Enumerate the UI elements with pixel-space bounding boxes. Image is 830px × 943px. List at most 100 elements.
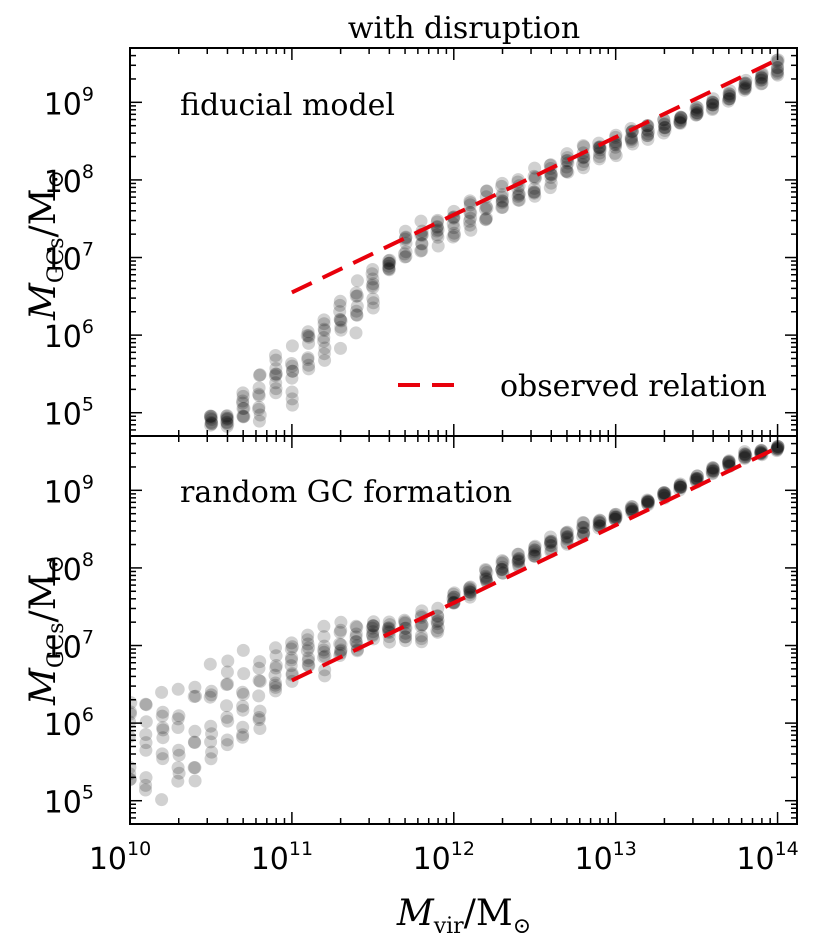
scatter-point <box>252 400 266 414</box>
scatter-point <box>383 635 396 649</box>
scatter-point <box>302 641 316 655</box>
scatter-point <box>269 353 283 367</box>
scatter-point <box>349 619 363 633</box>
scatter-point <box>544 530 557 544</box>
y-tick-label: 106 <box>44 316 94 355</box>
scatter-point <box>528 161 542 175</box>
scatter-point <box>188 761 202 775</box>
scatter-point <box>365 621 379 635</box>
scatter-point <box>527 181 541 195</box>
scatter-point <box>511 193 525 207</box>
scatter-point <box>285 651 299 665</box>
scatter-point <box>706 461 719 475</box>
scatter-point <box>189 689 202 703</box>
scatter-point <box>130 707 137 721</box>
y-tick-label: 109 <box>44 83 94 122</box>
scatter-point <box>673 478 687 492</box>
scatter-point <box>204 415 218 429</box>
scatter-point <box>641 129 654 143</box>
annotation-fiducial-model: fiducial model <box>180 88 395 123</box>
scatter-point <box>464 223 478 237</box>
scatter-point <box>658 120 672 134</box>
scatter-point <box>252 711 266 724</box>
scatter-point <box>399 630 412 644</box>
scatter-point <box>333 313 347 327</box>
scatter-point <box>479 199 493 213</box>
scatter-point <box>333 294 347 308</box>
scatter-point <box>689 471 703 485</box>
scatter-point <box>561 165 575 179</box>
scatter-point <box>706 101 720 115</box>
scatter-point <box>399 626 412 640</box>
scatter-point <box>334 323 348 337</box>
scatter-point <box>252 674 266 687</box>
scatter-point <box>577 526 590 540</box>
scatter-point <box>754 77 768 91</box>
scatter-point <box>269 382 283 396</box>
y-axis-label-top: MGCs/M⊙ <box>23 170 69 321</box>
scatter-point <box>641 127 655 141</box>
scatter-point <box>640 495 654 509</box>
scatter-point <box>237 409 251 423</box>
scatter-point <box>690 103 704 117</box>
scatter-point <box>738 76 752 90</box>
scatter-point <box>608 140 622 154</box>
scatter-point <box>673 480 687 494</box>
scatter-point <box>302 651 315 665</box>
scatter-point <box>205 413 218 426</box>
scatter-point <box>236 720 250 734</box>
scatter-point <box>480 184 494 198</box>
scatter-point <box>512 188 526 202</box>
scatter-point <box>527 549 541 563</box>
scatter-point <box>382 254 396 268</box>
scatter-point <box>608 513 622 526</box>
scatter-point <box>608 512 622 526</box>
scatter-point <box>236 402 250 415</box>
scatter-point <box>738 450 752 464</box>
scatter-point <box>528 549 542 563</box>
scatter-point <box>706 461 720 475</box>
scatter-point <box>139 728 153 741</box>
scatter-point <box>738 81 752 94</box>
scatter-point <box>576 139 590 153</box>
scatter-point <box>689 102 703 116</box>
scatter-point <box>624 502 638 515</box>
scatter-point <box>657 486 671 500</box>
scatter-point <box>366 281 380 295</box>
scatter-point <box>285 359 299 373</box>
scatter-point <box>236 386 250 400</box>
scatter-point <box>609 510 623 524</box>
scatter-point <box>171 712 185 726</box>
scatter-point <box>130 715 137 729</box>
scatter-point <box>252 661 266 675</box>
scatter-point <box>673 116 687 130</box>
scatter-point <box>576 521 590 535</box>
scatter-point <box>463 581 477 595</box>
scatter-point <box>463 590 477 604</box>
scatter-point <box>284 653 298 667</box>
scatter-point <box>334 623 348 637</box>
scatter-point <box>171 721 185 734</box>
scatter-point <box>430 615 444 629</box>
scatter-point <box>560 532 574 546</box>
x-label-rest: /M <box>464 893 513 934</box>
scatter-point <box>155 709 169 723</box>
scatter-point <box>707 464 721 478</box>
scatter-point <box>721 94 735 108</box>
scatter-point <box>415 632 428 646</box>
y-tick-label: 106 <box>44 704 94 743</box>
scatter-point <box>155 793 169 807</box>
scatter-point <box>512 193 526 207</box>
scatter-point <box>624 131 638 145</box>
y-label-bottom-sub: GCs <box>44 622 69 668</box>
scatter-point <box>739 76 753 90</box>
scatter-point <box>301 658 315 672</box>
scatter-point <box>302 659 316 673</box>
scatter-point <box>414 619 428 633</box>
scatter-point <box>398 247 411 261</box>
scatter-point <box>302 358 316 372</box>
scatter-point <box>333 637 347 651</box>
scatter-point <box>479 571 493 585</box>
scatter-point <box>496 555 510 569</box>
scatter-point <box>205 416 219 430</box>
